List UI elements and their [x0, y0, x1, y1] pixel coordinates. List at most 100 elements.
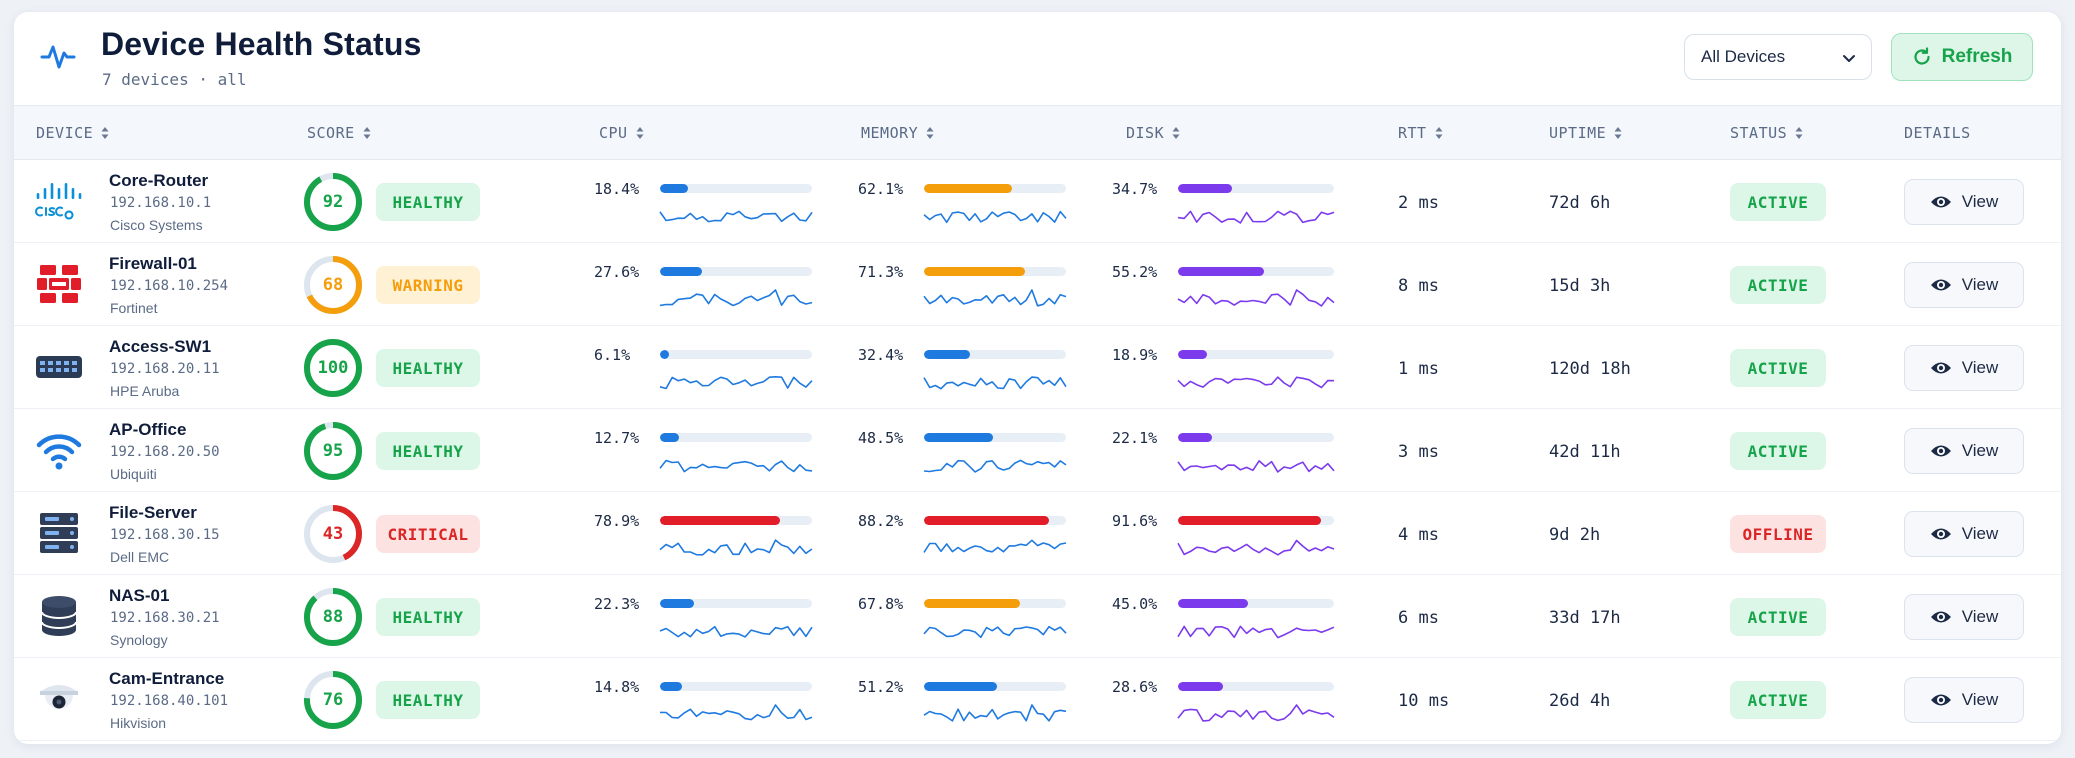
health-score: 100 — [317, 358, 349, 378]
column-header-memory[interactable]: MEMORY — [861, 106, 934, 160]
chevron-down-icon — [1843, 55, 1855, 62]
score-ring — [304, 339, 362, 397]
memory-value: 48.5% — [858, 429, 904, 447]
rtt-value: 1 ms — [1398, 359, 1439, 379]
memory-bar-fill — [924, 682, 997, 691]
disk-value: 28.6% — [1112, 678, 1158, 696]
disk-value: 55.2% — [1112, 263, 1158, 281]
wifi-icon — [36, 434, 82, 470]
column-header-label: RTT — [1398, 124, 1427, 142]
sparkline — [1177, 539, 1335, 556]
column-header-cpu[interactable]: CPU — [599, 106, 644, 160]
health-score: 68 — [322, 275, 344, 295]
sparkline — [659, 376, 813, 390]
view-details-button[interactable]: View — [1904, 179, 2024, 225]
view-label: View — [1961, 441, 1999, 460]
uptime-value: 33d 17h — [1549, 608, 1621, 628]
score-ring — [304, 588, 362, 646]
table-row: Firewall-01 192.168.10.254 Fortinet 68 WARNI… — [14, 243, 2061, 326]
memory-bar — [924, 184, 1066, 193]
sparkline — [659, 459, 813, 473]
fortinet-logo-icon — [37, 265, 81, 303]
cpu-value: 12.7% — [594, 429, 640, 447]
cpu-bar-fill — [660, 267, 702, 276]
health-score: 92 — [322, 192, 344, 212]
cpu-bar — [660, 267, 812, 276]
memory-bar — [924, 267, 1066, 276]
device-ip: 192.168.10.254 — [110, 278, 229, 294]
score-ring — [304, 256, 362, 314]
table-row: File-Server 192.168.30.15 Dell EMC 43 CRITIC… — [14, 492, 2061, 575]
column-header-status[interactable]: STATUS — [1730, 106, 1803, 160]
health-badge: WARNING — [376, 266, 480, 304]
page-header: Device Health Status 7 devices · all All… — [14, 12, 2061, 106]
disk-value: 18.9% — [1112, 346, 1158, 364]
disk-bar — [1178, 350, 1334, 359]
column-header-disk[interactable]: DISK — [1126, 106, 1180, 160]
status-badge: ACTIVE — [1730, 349, 1826, 387]
refresh-icon — [1914, 47, 1930, 65]
disk-bar — [1178, 433, 1334, 442]
column-header-score[interactable]: SCORE — [307, 106, 371, 160]
column-header-label: CPU — [599, 124, 628, 142]
device-vendor: HPE Aruba — [110, 383, 180, 399]
uptime-value: 42d 11h — [1549, 442, 1621, 462]
cpu-bar — [660, 516, 812, 525]
sparkline — [659, 210, 813, 223]
server-icon — [40, 513, 78, 553]
disk-bar-fill — [1178, 267, 1265, 276]
column-header-uptime[interactable]: UPTIME — [1549, 106, 1622, 160]
health-score: 88 — [322, 607, 344, 627]
view-label: View — [1961, 275, 1999, 294]
score-ring — [304, 505, 362, 563]
column-header-label: SCORE — [307, 124, 355, 142]
view-details-button[interactable]: View — [1904, 594, 2024, 640]
table-row: AP-Office 192.168.20.50 Ubiquiti 95 HEALTHY 1… — [14, 409, 2061, 492]
switch-icon — [36, 356, 82, 378]
uptime-value: 72d 6h — [1549, 193, 1611, 213]
disk-bar-fill — [1178, 682, 1223, 691]
device-vendor: Cisco Systems — [110, 217, 203, 233]
health-badge: HEALTHY — [376, 598, 480, 636]
column-header-label: STATUS — [1730, 124, 1788, 142]
view-details-button[interactable]: View — [1904, 262, 2024, 308]
view-label: View — [1961, 358, 1999, 377]
device-ip: 192.168.10.1 — [110, 195, 212, 211]
cpu-bar-fill — [660, 433, 680, 442]
health-badge: HEALTHY — [376, 432, 480, 470]
memory-bar — [924, 682, 1066, 691]
disk-bar — [1178, 184, 1334, 193]
memory-value: 51.2% — [858, 678, 904, 696]
status-badge: ACTIVE — [1730, 681, 1826, 719]
device-name: Firewall-01 — [109, 254, 197, 273]
column-header-details: DETAILS — [1904, 106, 1971, 160]
view-details-button[interactable]: View — [1904, 511, 2024, 557]
filter-value: All Devices — [1701, 47, 1786, 66]
device-filter-select[interactable]: All Devices — [1684, 34, 1872, 80]
table-row: NAS-01 192.168.30.21 Synology 88 HEALTHY 22.3… — [14, 575, 2061, 658]
memory-value: 32.4% — [858, 346, 904, 364]
sparkline — [923, 539, 1067, 553]
sparkline — [659, 289, 813, 307]
cpu-bar-fill — [660, 350, 670, 359]
device-name: Core-Router — [109, 171, 209, 190]
sort-icon — [636, 127, 644, 139]
sparkline — [1177, 210, 1335, 224]
column-header-rtt[interactable]: RTT — [1398, 106, 1443, 160]
view-details-button[interactable]: View — [1904, 428, 2024, 474]
page-title: Device Health Status — [101, 26, 422, 62]
device-name: File-Server — [109, 503, 197, 522]
memory-bar-fill — [924, 350, 970, 359]
device-ip: 192.168.40.101 — [110, 693, 229, 709]
column-header-label: MEMORY — [861, 124, 919, 142]
column-header-device[interactable]: DEVICE — [36, 106, 109, 160]
view-details-button[interactable]: View — [1904, 345, 2024, 391]
status-badge: ACTIVE — [1730, 598, 1826, 636]
memory-value: 62.1% — [858, 180, 904, 198]
pulse-icon — [40, 45, 76, 69]
refresh-button[interactable]: Refresh — [1891, 33, 2033, 81]
eye-icon — [1930, 362, 1951, 374]
view-details-button[interactable]: View — [1904, 677, 2024, 723]
camera-icon — [40, 685, 78, 709]
eye-icon — [1930, 611, 1951, 623]
